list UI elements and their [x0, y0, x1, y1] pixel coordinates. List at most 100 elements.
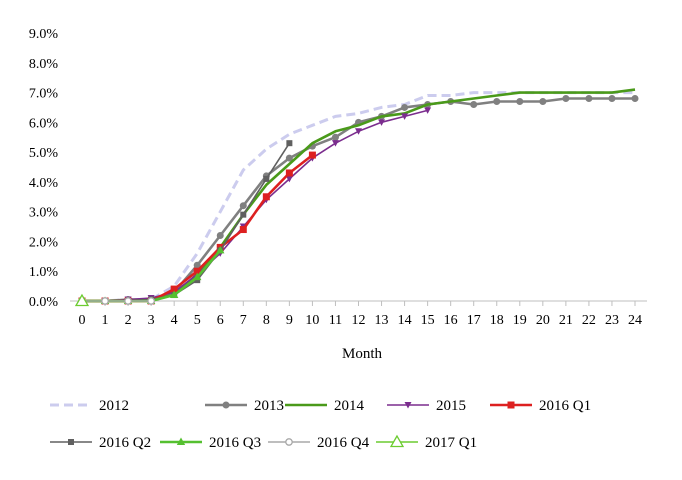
data-point: [239, 226, 247, 234]
x-axis-label: Month: [342, 346, 383, 362]
legend-marker: [507, 401, 515, 409]
x-tick-label: 2: [125, 313, 132, 328]
x-tick-label: 20: [536, 313, 550, 328]
legend-item: 2015: [387, 398, 466, 414]
legend-item: 2014: [285, 398, 365, 414]
legend-item: 2016 Q4: [268, 435, 370, 451]
x-tick-label: 23: [605, 313, 619, 328]
data-point: [124, 297, 132, 305]
x-tick-label: 0: [79, 313, 86, 328]
x-tick-label: 16: [444, 313, 458, 328]
legend-label: 2012: [99, 398, 129, 414]
data-point: [562, 95, 570, 103]
y-tick-label: 4.0%: [29, 176, 59, 191]
y-tick-label: 5.0%: [29, 146, 59, 161]
x-tick-label: 5: [194, 313, 201, 328]
y-tick-label: 2.0%: [29, 235, 59, 250]
legend-label: 2016 Q1: [539, 398, 591, 414]
series-2017-q1: [74, 293, 90, 307]
legend-item: 2016 Q2: [50, 435, 151, 451]
x-tick-label: 24: [628, 313, 642, 328]
data-point: [493, 97, 501, 105]
data-point: [331, 140, 339, 147]
data-point: [193, 272, 202, 281]
series-2015: [78, 107, 432, 305]
legend-marker: [222, 401, 230, 409]
x-tick-label: 18: [490, 313, 504, 328]
x-tick-label: 14: [398, 313, 412, 328]
y-tick-label: 3.0%: [29, 206, 59, 221]
legend: 2012 2013 2014 2015 2016 Q1 2016 Q2 2016 Q3 201…: [50, 398, 591, 451]
data-point: [263, 175, 270, 182]
y-tick-label: 8.0%: [29, 57, 59, 72]
y-tick-label: 7.0%: [29, 87, 59, 102]
x-tick-label: 10: [305, 313, 319, 328]
data-point: [424, 107, 432, 114]
y-tick-label: 0.0%: [29, 295, 59, 310]
data-point: [169, 290, 179, 299]
x-tick-label: 11: [329, 313, 342, 328]
x-tick-label: 12: [352, 313, 366, 328]
legend-item: 2016 Q1: [490, 398, 591, 414]
x-tick-label: 3: [148, 313, 155, 328]
data-point: [631, 95, 639, 103]
legend-marker: [285, 438, 293, 446]
legend-marker: [68, 439, 74, 445]
legend-item: 2017 Q1: [376, 434, 477, 451]
data-point: [401, 103, 409, 111]
y-axis-ticks: 0.0% 1.0% 2.0% 3.0% 4.0% 5.0% 6.0% 7.0% 8.0% 9.0%: [29, 27, 59, 310]
data-point: [239, 202, 247, 210]
data-point: [262, 193, 270, 201]
y-tick-label: 6.0%: [29, 116, 59, 131]
y-tick-label: 9.0%: [29, 27, 59, 42]
data-point: [470, 100, 478, 108]
data-point: [401, 113, 409, 120]
x-tick-label: 22: [582, 313, 596, 328]
x-tick-label: 13: [375, 313, 389, 328]
legend-label: 2016 Q3: [209, 435, 261, 451]
x-tick-label: 17: [467, 313, 481, 328]
data-point: [608, 95, 616, 103]
data-point: [516, 97, 524, 105]
legend-label: 2015: [436, 398, 466, 414]
data-point: [193, 267, 201, 275]
legend-item: 2012: [50, 398, 129, 414]
y-tick-label: 1.0%: [29, 265, 59, 280]
x-tick-label: 4: [171, 313, 178, 328]
x-tick-label: 6: [217, 313, 224, 328]
x-tick-label: 9: [286, 313, 293, 328]
data-point: [331, 133, 339, 141]
data-point: [308, 151, 316, 159]
legend-label: 2013: [254, 398, 284, 414]
legend-marker: [176, 437, 186, 445]
data-point: [285, 169, 293, 177]
legend-label: 2016 Q4: [317, 435, 370, 451]
data-point: [539, 97, 547, 105]
series-line: [82, 249, 222, 303]
data-point: [240, 211, 247, 218]
x-axis-ticks: 0 1 2 3 4 5 6 7 8 9 10 11 12 13 14 15 16 17 18 19 20 21 22 23 24: [79, 301, 642, 328]
data-point: [193, 261, 201, 269]
data-point: [216, 245, 225, 254]
plot-area: [74, 88, 639, 307]
data-point: [147, 297, 155, 305]
data-point: [285, 175, 293, 183]
data-point: [286, 140, 293, 147]
legend-item: 2016 Q3: [160, 435, 261, 451]
x-tick-label: 15: [421, 313, 435, 328]
data-point: [355, 128, 362, 135]
x-tick-label: 19: [513, 313, 527, 328]
data-point: [74, 293, 90, 307]
x-tick-label: 8: [263, 313, 270, 328]
legend-item: 2013: [205, 398, 284, 414]
legend-label: 2016 Q2: [99, 435, 151, 451]
data-point: [170, 285, 178, 293]
x-tick-label: 7: [240, 313, 247, 328]
x-tick-label: 1: [102, 313, 109, 328]
data-point: [216, 231, 224, 239]
legend-label: 2014: [334, 398, 365, 414]
x-tick-label: 21: [559, 313, 573, 328]
data-point: [378, 119, 386, 126]
data-point: [585, 95, 593, 103]
